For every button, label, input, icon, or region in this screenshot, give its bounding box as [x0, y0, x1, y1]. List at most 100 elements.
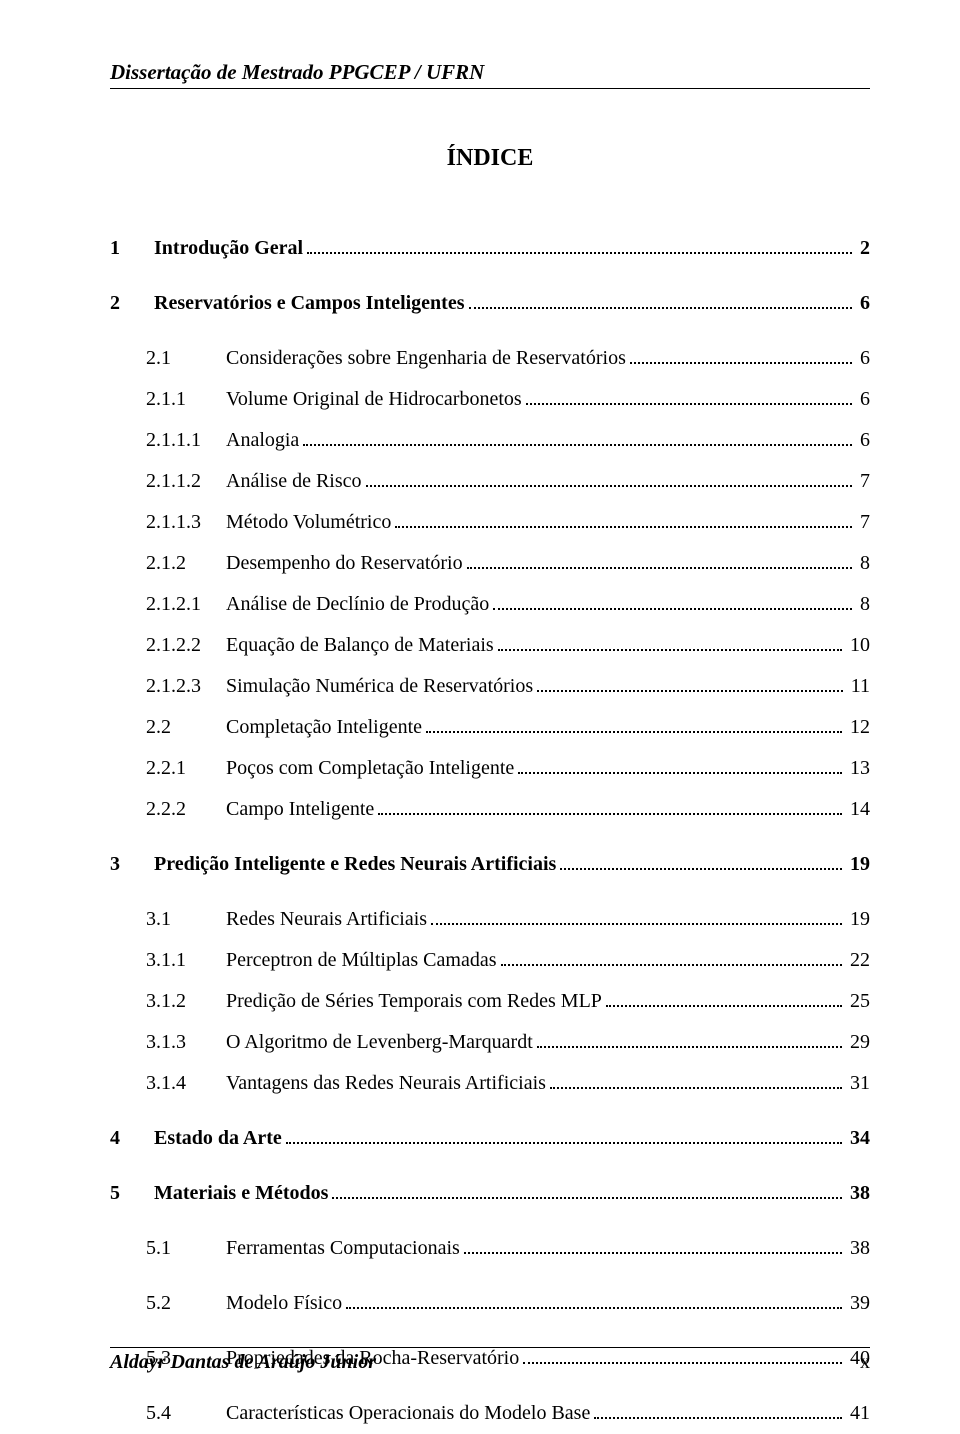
- toc-entry-number: 2.2: [146, 707, 226, 748]
- toc-leader-dots: [303, 444, 852, 446]
- toc-entry-number: 3: [110, 844, 154, 885]
- toc-entry: 3Predição Inteligente e Redes Neurais Ar…: [110, 844, 870, 885]
- toc-leader-dots: [467, 567, 852, 569]
- toc-entry-page: 38: [846, 1173, 870, 1214]
- toc-entry-page: 8: [856, 543, 870, 584]
- toc-leader-dots: [518, 772, 842, 774]
- toc-entry-number: 2.1.2.2: [146, 625, 226, 666]
- toc-entry: 2.1.2.1Análise de Declínio de Produção8: [110, 584, 870, 625]
- toc-entry: 4Estado da Arte 34: [110, 1118, 870, 1159]
- toc-entry-page: 31: [846, 1063, 870, 1104]
- toc-entry-number: 4: [110, 1118, 154, 1159]
- toc-entry-number: 3.1: [146, 899, 226, 940]
- toc-entry: 3.1.4Vantagens das Redes Neurais Artific…: [110, 1063, 870, 1104]
- toc-entry: 5.1Ferramentas Computacionais38: [110, 1228, 870, 1269]
- toc-entry-label: Estado da Arte: [154, 1118, 282, 1159]
- toc-entry-label: Volume Original de Hidrocarbonetos: [226, 379, 522, 420]
- toc-entry: 5.4Características Operacionais do Model…: [110, 1393, 870, 1434]
- toc-entry: 3.1.1Perceptron de Múltiplas Camadas22: [110, 940, 870, 981]
- toc-entry-number: 1: [110, 228, 154, 269]
- toc-entry-number: 2: [110, 283, 154, 324]
- toc-entry-number: 3.1.2: [146, 981, 226, 1022]
- toc-entry-page: 25: [846, 981, 870, 1022]
- toc-entry: 2.2.2Campo Inteligente14: [110, 789, 870, 830]
- toc-section-gap: [110, 1104, 870, 1118]
- toc-entry-label: Campo Inteligente: [226, 789, 374, 830]
- toc-entry-label: Desempenho do Reservatório: [226, 543, 463, 584]
- toc-leader-dots: [526, 403, 852, 405]
- toc-entry-label: Equação de Balanço de Materiais: [226, 625, 494, 666]
- toc-entry-page: 6: [856, 338, 870, 379]
- toc-entry-label: Predição de Séries Temporais com Redes M…: [226, 981, 602, 1022]
- running-header: Dissertação de Mestrado PPGCEP / UFRN: [110, 60, 870, 89]
- toc-entry-label: Análise de Declínio de Produção: [226, 584, 489, 625]
- toc-entry-page: 19: [846, 899, 870, 940]
- toc-leader-dots: [286, 1142, 842, 1144]
- toc-entry: 1Introdução Geral2: [110, 228, 870, 269]
- toc-entry-number: 5.1: [146, 1228, 226, 1269]
- toc-entry: 5Materiais e Métodos38: [110, 1173, 870, 1214]
- toc-entry-label: Ferramentas Computacionais: [226, 1228, 460, 1269]
- toc-section-gap: [110, 830, 870, 844]
- toc-entry-label: Redes Neurais Artificiais: [226, 899, 427, 940]
- toc-entry-page: 13: [846, 748, 870, 789]
- toc-entry-number: 2.2.1: [146, 748, 226, 789]
- toc-entry-page: 39: [846, 1283, 870, 1324]
- toc-entry-label: Análise de Risco: [226, 461, 362, 502]
- toc-entry-label: Reservatórios e Campos Inteligentes: [154, 283, 465, 324]
- toc-entry-page: 7: [856, 502, 870, 543]
- toc-entry-label: Simulação Numérica de Reservatórios: [226, 666, 533, 707]
- toc-entry: 3.1.3O Algoritmo de Levenberg-Marquardt2…: [110, 1022, 870, 1063]
- toc-entry-page: 7: [856, 461, 870, 502]
- toc-entry-number: 2.1.1.3: [146, 502, 226, 543]
- toc-entry-label: Modelo Físico: [226, 1283, 342, 1324]
- toc-entry: 3.1Redes Neurais Artificiais 19: [110, 899, 870, 940]
- toc-leader-dots: [550, 1087, 842, 1089]
- footer-author: Aldayr Dantas de Araújo Júnior: [110, 1351, 376, 1374]
- toc-entry-label: Materiais e Métodos: [154, 1173, 328, 1214]
- toc-entry-number: 3.1.3: [146, 1022, 226, 1063]
- toc-entry: 2Reservatórios e Campos Inteligentes 6: [110, 283, 870, 324]
- toc-entry-label: Considerações sobre Engenharia de Reserv…: [226, 338, 626, 379]
- toc-entry-number: 2.1.1.1: [146, 420, 226, 461]
- toc-entry-label: Introdução Geral: [154, 228, 303, 269]
- toc-leader-dots: [469, 307, 853, 309]
- toc-section-gap: [110, 1159, 870, 1173]
- toc-entry-label: Características Operacionais do Modelo B…: [226, 1393, 590, 1434]
- toc-entry-label: Analogia: [226, 420, 299, 461]
- toc-entry-page: 6: [856, 379, 870, 420]
- toc-entry-number: 5.2: [146, 1283, 226, 1324]
- toc-entry-number: 2.1: [146, 338, 226, 379]
- toc-entry-page: 6: [856, 283, 870, 324]
- toc-entry-page: 11: [847, 666, 870, 707]
- toc-entry-page: 22: [846, 940, 870, 981]
- toc-section-gap: [110, 885, 870, 899]
- toc-entry-label: Predição Inteligente e Redes Neurais Art…: [154, 844, 556, 885]
- running-footer: Aldayr Dantas de Araújo Júnior x: [110, 1347, 870, 1374]
- toc-leader-dots: [493, 608, 852, 610]
- toc-entry: 2.1Considerações sobre Engenharia de Res…: [110, 338, 870, 379]
- toc-entry-label: Método Volumétrico: [226, 502, 391, 543]
- table-of-contents: 1Introdução Geral22Reservatórios e Campo…: [110, 228, 870, 1434]
- toc-entry-page: 10: [846, 625, 870, 666]
- toc-entry: 2.1.1.1Analogia6: [110, 420, 870, 461]
- toc-leader-dots: [537, 1046, 842, 1048]
- toc-entry-number: 2.1.1: [146, 379, 226, 420]
- toc-entry-page: 19: [846, 844, 870, 885]
- toc-section-gap: [110, 1379, 870, 1393]
- toc-leader-dots: [307, 252, 852, 254]
- toc-entry: 2.2.1Poços com Completação Inteligente13: [110, 748, 870, 789]
- toc-entry-number: 2.1.2.3: [146, 666, 226, 707]
- toc-entry-page: 41: [846, 1393, 870, 1434]
- toc-entry: 5.2Modelo Físico 39: [110, 1283, 870, 1324]
- toc-entry: 2.1.2.2Equação de Balanço de Materiais 10: [110, 625, 870, 666]
- toc-entry-page: 34: [846, 1118, 870, 1159]
- toc-entry-page: 8: [856, 584, 870, 625]
- toc-leader-dots: [366, 485, 852, 487]
- toc-leader-dots: [537, 690, 843, 692]
- toc-leader-dots: [464, 1252, 842, 1254]
- toc-section-gap: [110, 1269, 870, 1283]
- toc-entry-number: 2.2.2: [146, 789, 226, 830]
- footer-page-number: x: [860, 1351, 870, 1374]
- toc-leader-dots: [426, 731, 842, 733]
